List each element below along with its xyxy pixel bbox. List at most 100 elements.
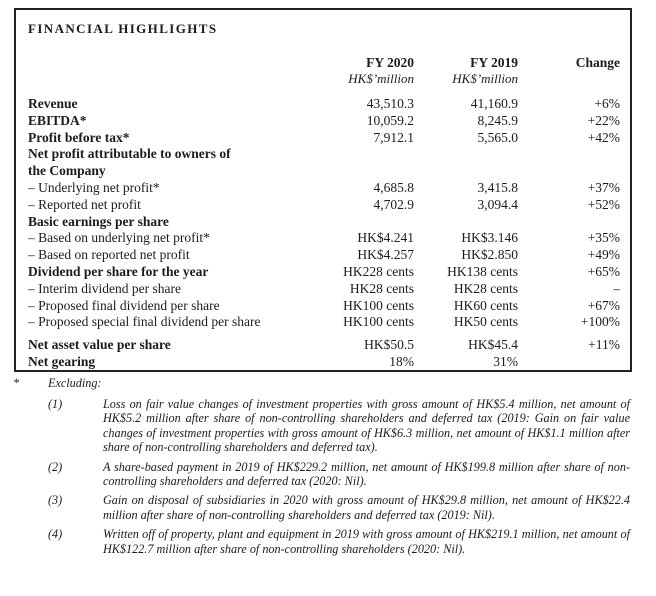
- change-value: +65%: [587, 263, 620, 279]
- row-spacer: [28, 86, 620, 96]
- unit-label-fy2019: HK$’million: [452, 71, 518, 86]
- section-title: FINANCIAL HIGHLIGHTS: [28, 21, 218, 36]
- row-label: – Underlying net profit*: [28, 179, 160, 195]
- fy2020-value: HK228 cents: [343, 263, 414, 279]
- fy2019-value: HK28 cents: [453, 280, 518, 296]
- highlights-table: FY 2020 FY 2019 Change HK$’million HK$’m…: [28, 55, 620, 370]
- row-label: – Reported net profit: [28, 196, 141, 212]
- table-row-interim-dividend: – Interim dividend per share HK28 cents …: [28, 281, 620, 298]
- fy2019-value: 5,565.0: [477, 129, 519, 145]
- fy2020-value: HK100 cents: [343, 297, 414, 313]
- fy2019-value: HK$3.146: [461, 230, 518, 246]
- fy2020-value: 18%: [389, 353, 414, 369]
- table-row-dividend-per-share: Dividend per share for the year HK228 ce…: [28, 264, 620, 281]
- change-value: +100%: [580, 314, 620, 330]
- table-row-underlying-net-profit: – Underlying net profit* 4,685.8 3,415.8…: [28, 180, 620, 197]
- table-row-profit-before-tax: Profit before tax* 7,912.1 5,565.0 +42%: [28, 130, 620, 147]
- row-label: – Proposed special final dividend per sh…: [28, 314, 261, 330]
- fy2019-value: HK$45.4: [468, 337, 518, 353]
- row-label: Net gearing: [28, 353, 96, 369]
- change-value: +49%: [587, 247, 620, 263]
- fy2019-value: 8,245.9: [477, 112, 519, 128]
- fy2020-value: HK100 cents: [343, 314, 414, 330]
- change-value: +35%: [587, 230, 620, 246]
- row-label: the Company: [28, 163, 106, 179]
- fy2019-value: 31%: [493, 353, 518, 369]
- fy2019-value: HK60 cents: [453, 297, 518, 313]
- row-label: Net asset value per share: [28, 337, 171, 353]
- footnote-number: (1): [48, 397, 63, 411]
- footnotes-section: * Excluding: (1) Loss on fair value chan…: [13, 376, 630, 561]
- unit-label-change: [518, 71, 620, 86]
- fy2020-value: HK$4.241: [357, 230, 414, 246]
- footnote-number: (3): [48, 493, 63, 508]
- table-row-net-gearing: Net gearing 18% 31%: [28, 353, 620, 370]
- fy2019-value: 3,415.8: [477, 179, 519, 195]
- footnote-text: Written off of property, plant and equip…: [103, 527, 630, 556]
- fy2019-value: HK50 cents: [453, 314, 518, 330]
- footnote-heading-row: * Excluding:: [13, 376, 630, 391]
- fy2019-value: [414, 214, 518, 231]
- fy2020-value: HK$50.5: [364, 337, 414, 353]
- footnote-item-2: (2) A share-based payment in 2019 of HK$…: [48, 460, 630, 489]
- fy2020-value: [302, 163, 414, 180]
- fy2019-value: 41,160.9: [470, 96, 518, 111]
- footnote-item-4: (4) Written off of property, plant and e…: [48, 527, 630, 556]
- change-value: +52%: [587, 196, 620, 212]
- table-row-eps-underlying: – Based on underlying net profit* HK$4.2…: [28, 230, 620, 247]
- footnote-item-1: (1) Loss on fair value changes of invest…: [48, 397, 630, 455]
- row-label: – Based on underlying net profit*: [28, 230, 210, 246]
- table-row-net-asset-value: Net asset value per share HK$50.5 HK$45.…: [28, 337, 620, 354]
- footnote-item-3: (3) Gain on disposal of subsidiaries in …: [48, 493, 630, 522]
- header-year-row: FY 2020 FY 2019 Change: [28, 55, 620, 71]
- change-value: [518, 163, 620, 180]
- fy2019-value: [414, 163, 518, 180]
- financial-highlights-box: FINANCIAL HIGHLIGHTS FY 2020 FY 2019 Cha…: [14, 8, 632, 372]
- column-header-fy2020: FY 2020: [366, 55, 414, 70]
- table-header: FY 2020 FY 2019 Change HK$’million HK$’m…: [28, 55, 620, 86]
- change-value: +67%: [587, 297, 620, 313]
- asterisk-marker: *: [13, 376, 20, 390]
- change-value: +37%: [587, 179, 620, 195]
- table-row-net-profit-heading-line2: the Company: [28, 163, 620, 180]
- change-value: +42%: [587, 129, 620, 145]
- fy2019-value: 3,094.4: [477, 196, 519, 212]
- row-label: EBITDA*: [28, 112, 87, 128]
- footnote-text: A share-based payment in 2019 of HK$229.…: [103, 459, 630, 489]
- fy2019-value: [414, 146, 518, 163]
- fy2020-value: [302, 146, 414, 163]
- table-row-net-profit-heading: Net profit attributable to owners of: [28, 146, 620, 163]
- table-row-proposed-final-dividend: – Proposed final dividend per share HK10…: [28, 298, 620, 315]
- fy2020-value: 10,059.2: [366, 112, 414, 128]
- row-label: Revenue: [28, 96, 78, 111]
- footnote-text: Gain on disposal of subsidiaries in 2020…: [103, 493, 630, 522]
- column-header-change: Change: [575, 55, 620, 70]
- footnote-text: Loss on fair value changes of investment…: [103, 397, 630, 455]
- fy2020-value: 43,510.3: [366, 96, 414, 111]
- row-label: Dividend per share for the year: [28, 263, 209, 279]
- row-label: – Based on reported net profit: [28, 247, 190, 263]
- change-value: [518, 214, 620, 231]
- change-value: –: [613, 280, 620, 296]
- footnote-number: (2): [48, 459, 63, 474]
- unit-label-fy2020: HK$’million: [348, 71, 414, 86]
- fy2020-value: [302, 214, 414, 231]
- column-header-fy2019: FY 2019: [470, 55, 518, 70]
- row-label: – Interim dividend per share: [28, 280, 181, 296]
- change-value: +6%: [594, 96, 620, 111]
- change-value: +22%: [587, 112, 620, 128]
- table-row-revenue: Revenue 43,510.3 41,160.9 +6%: [28, 96, 620, 113]
- fy2020-value: 7,912.1: [373, 129, 415, 145]
- row-label: Basic earnings per share: [28, 213, 169, 229]
- fy2020-value: HK$4.257: [357, 247, 414, 263]
- table-row-basic-eps-heading: Basic earnings per share: [28, 214, 620, 231]
- fy2020-value: 4,685.8: [373, 179, 415, 195]
- row-label: Profit before tax*: [28, 129, 130, 145]
- fy2019-value: HK138 cents: [447, 263, 518, 279]
- header-empty-cell: [28, 55, 302, 71]
- footnote-number: (4): [48, 527, 63, 542]
- row-label: – Proposed final dividend per share: [28, 297, 220, 313]
- header-empty-cell: [28, 71, 302, 86]
- table-row-proposed-special-dividend: – Proposed special final dividend per sh…: [28, 314, 620, 331]
- table-row-eps-reported: – Based on reported net profit HK$4.257 …: [28, 247, 620, 264]
